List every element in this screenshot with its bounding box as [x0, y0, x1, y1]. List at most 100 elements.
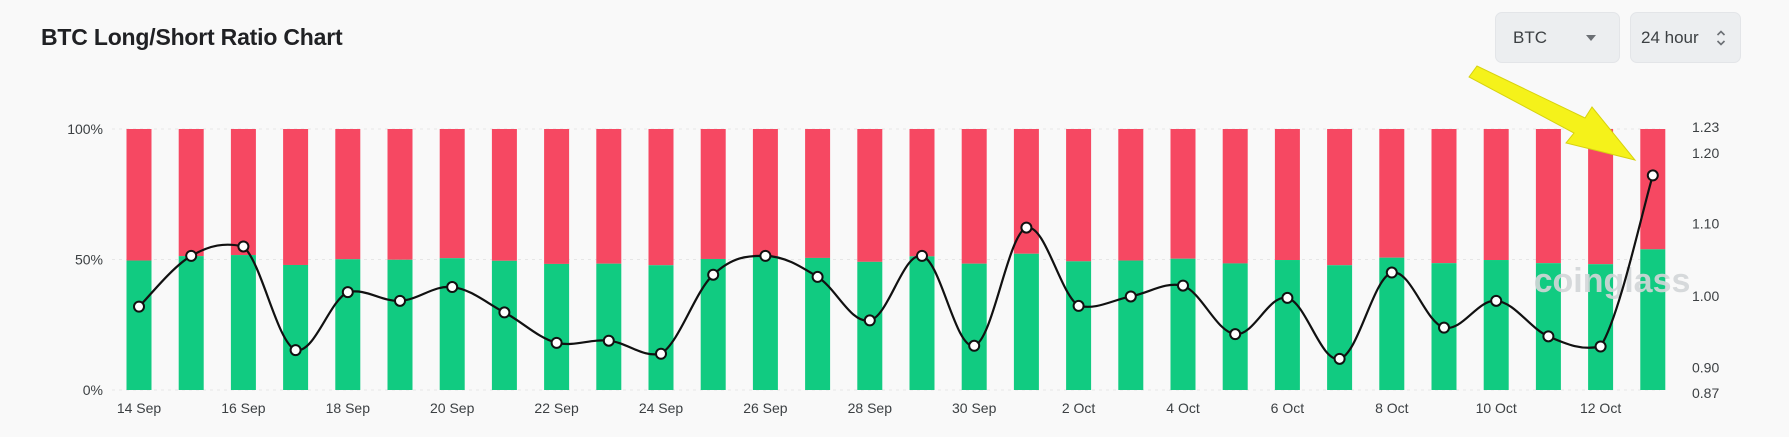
short-bar — [909, 129, 935, 257]
short-bar — [1327, 129, 1353, 266]
short-bar — [1118, 129, 1144, 261]
long-bar — [596, 263, 622, 390]
x-tick-label: 18 Sep — [326, 400, 371, 416]
ratio-point — [1124, 290, 1137, 303]
short-bar — [283, 129, 309, 265]
ratio-line — [133, 169, 1659, 365]
short-bar — [387, 129, 413, 260]
short-bar — [648, 129, 674, 266]
ratio-point — [1490, 294, 1503, 307]
ratio-point — [1594, 340, 1607, 353]
ratio-point — [863, 314, 876, 327]
up-down-chevron-icon — [1716, 30, 1726, 46]
annotation-arrow — [1468, 65, 1637, 161]
short-bar — [961, 129, 987, 264]
x-tick-label: 14 Sep — [117, 400, 162, 416]
long-bar — [491, 260, 517, 390]
ratio-point — [707, 268, 720, 281]
y-right-tick-label: 1.23 — [1692, 119, 1719, 135]
ratio-point — [185, 249, 198, 262]
long-bar — [544, 263, 570, 390]
long-bar — [961, 263, 987, 390]
ratio-point — [1438, 321, 1450, 334]
arrow-icon — [1468, 65, 1637, 161]
x-tick-label: 28 Sep — [848, 400, 893, 416]
x-tick-label: 10 Oct — [1476, 400, 1517, 416]
short-bar — [805, 129, 831, 258]
short-bar — [1483, 129, 1509, 261]
watermark: coinglass — [1534, 262, 1691, 300]
x-tick-label: 24 Sep — [639, 400, 684, 416]
long-bar — [1170, 258, 1196, 390]
short-bar — [596, 129, 622, 264]
x-tick-label: 22 Sep — [534, 400, 579, 416]
ratio-point — [394, 294, 406, 307]
ratio-point — [602, 334, 615, 347]
ratio-line-path — [138, 175, 1654, 360]
y-tick-label: 100% — [67, 121, 103, 137]
bars — [126, 129, 1666, 390]
y-tick-label: 50% — [75, 252, 103, 268]
ratio-point — [759, 249, 772, 262]
long-bar — [752, 256, 778, 390]
short-bar — [178, 129, 204, 257]
y-right-tick-label: 1.00 — [1692, 288, 1719, 304]
y-right-tick-label: 1.10 — [1692, 215, 1719, 231]
ratio-point — [655, 347, 667, 360]
long-bar — [648, 265, 674, 390]
long-bar — [909, 256, 935, 390]
ratio-point — [968, 339, 981, 352]
x-tick-label: 12 Oct — [1580, 400, 1621, 416]
long-bar — [1327, 265, 1353, 390]
y-tick-label: 0% — [83, 382, 103, 398]
x-axis: 14 Sep 16 Sep 18 Sep 20 Sep 22 Sep 24 Sep 26 S… — [117, 400, 1622, 416]
long-bar — [700, 258, 726, 390]
y-right-tick-label: 0.90 — [1692, 359, 1719, 375]
ratio-point — [1542, 330, 1555, 343]
short-bar — [1222, 129, 1248, 264]
short-bar — [126, 129, 152, 261]
long-bar — [1483, 260, 1509, 390]
x-tick-label: 26 Sep — [743, 400, 788, 416]
ratio-point — [133, 300, 145, 313]
long-bar — [1222, 263, 1248, 390]
long-bar — [387, 259, 413, 390]
ratio-point — [550, 336, 563, 349]
ratio-point — [237, 240, 250, 253]
ratio-point — [1281, 291, 1294, 304]
long-bar — [335, 259, 361, 390]
caret-down-icon — [1586, 35, 1596, 41]
short-bar — [335, 129, 361, 260]
long-bar — [1066, 261, 1092, 390]
coin-select-value: BTC — [1513, 27, 1547, 47]
coin-select[interactable]: BTC — [1495, 12, 1620, 63]
short-bar — [544, 129, 570, 264]
ratio-point — [341, 286, 354, 299]
short-bar — [752, 129, 778, 257]
long-bar — [283, 264, 309, 390]
x-tick-label: 6 Oct — [1271, 400, 1305, 416]
short-bar — [1379, 129, 1405, 258]
ratio-point — [498, 306, 511, 319]
long-bar — [1640, 249, 1666, 390]
ratio-point — [1020, 221, 1033, 234]
short-bar — [230, 129, 256, 256]
short-bar — [1431, 129, 1457, 264]
x-tick-label: 16 Sep — [221, 400, 266, 416]
short-bar — [857, 129, 883, 262]
long-bar — [126, 260, 152, 390]
y-axis-left: 100% 50% 0% — [67, 121, 103, 398]
period-select[interactable]: 24 hour — [1630, 12, 1741, 63]
ratio-point — [446, 281, 459, 294]
short-bar — [700, 129, 726, 259]
ratio-point — [811, 270, 824, 283]
long-bar — [178, 256, 204, 390]
short-bar — [1274, 129, 1300, 261]
ratio-point — [1177, 279, 1189, 292]
x-tick-label: 30 Sep — [952, 400, 997, 416]
y-right-tick-label: 0.87 — [1692, 385, 1719, 401]
ratio-point — [916, 249, 928, 262]
ratio-point — [1646, 169, 1659, 182]
y-axis-right: 1.23 1.20 1.10 1.00 0.90 0.87 — [1692, 119, 1719, 401]
